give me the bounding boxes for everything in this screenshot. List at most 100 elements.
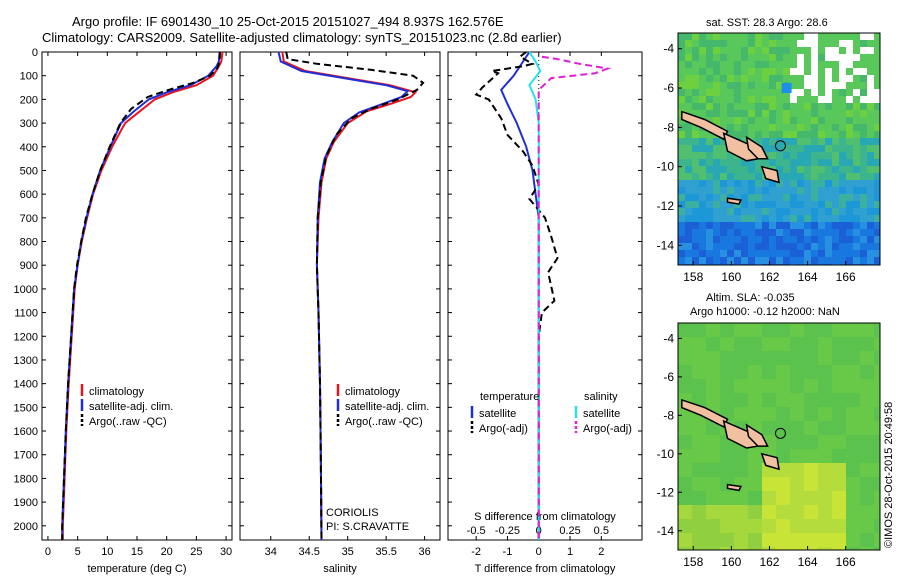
argo-position-marker	[774, 427, 786, 439]
y-tick-label: 100	[20, 71, 38, 83]
y-tick-label: 200	[20, 94, 38, 106]
x-axis-label: salinity	[323, 563, 357, 575]
y-tick-label: 1400	[14, 379, 38, 391]
annotation-pi: PI: S.CRAVATTE	[326, 521, 409, 533]
y-tick-label: 1100	[14, 308, 38, 320]
sla-map: 158 160 162 164 166 -4 -6 -8 -10 -12 -14	[657, 322, 881, 569]
x-tick-label: -1	[503, 546, 513, 558]
series-line-argo-raw-qc-	[61, 51, 222, 540]
s-axis-label: S difference from climatology	[474, 511, 616, 523]
sst-highlight-cell	[781, 83, 792, 94]
profile-panel-1: 0100200300400500600700800900100011001200…	[14, 47, 233, 575]
y-tick-label: 2000	[14, 521, 38, 533]
y-tick-label: -14	[657, 238, 675, 252]
island-shape	[745, 423, 769, 447]
y-tick-label: -4	[663, 331, 674, 345]
y-tick-label: 0	[32, 47, 38, 59]
y-tick-label: -12	[657, 199, 675, 213]
x-tick-label: 34.5	[299, 546, 320, 558]
y-tick-label: 800	[20, 237, 38, 249]
x-tick-label: 20	[161, 546, 173, 558]
x-tick-label: 35	[342, 546, 354, 558]
legend-label: satellite-adj. clim.	[89, 401, 173, 413]
x-tick-label: 5	[75, 546, 81, 558]
s-tick-label: -0.5	[467, 525, 486, 537]
legend-label: satellite	[479, 408, 516, 420]
legend-label: Argo(..raw -QC)	[345, 416, 423, 428]
x-tick-label: 164	[798, 555, 818, 569]
map-frame	[677, 322, 881, 551]
legend-label: climatology	[345, 386, 401, 398]
sst-map: 158 160 162 164 166 -4 -6 -8 -10 -12 -14	[657, 32, 881, 284]
x-tick-label: 0	[45, 546, 51, 558]
island-shape	[681, 398, 729, 428]
y-tick-label: 300	[20, 118, 38, 130]
x-axis-label: temperature (deg C)	[87, 563, 186, 575]
legend-header-temperature: temperature	[480, 391, 539, 403]
x-tick-label: 160	[721, 270, 741, 284]
y-tick-label: -12	[657, 485, 675, 499]
panel-frame	[447, 51, 643, 541]
y-tick-label: 1500	[14, 402, 38, 414]
x-tick-label: 164	[798, 270, 818, 284]
series-line-argo-raw-qc-	[285, 51, 425, 541]
s-tick-label: 0.25	[559, 525, 580, 537]
profile-panel-2: 34 34.5 35 35.5 36 salinity climatology satelli…	[239, 51, 441, 575]
sla-map-subtitle: Argo h1000: -0.12 h2000: NaN	[690, 306, 840, 318]
x-tick-label: 15	[131, 546, 143, 558]
x-axis-label: T difference from climatology	[475, 563, 616, 575]
y-tick-label: 1800	[14, 473, 38, 485]
y-tick-label: 1300	[14, 355, 38, 367]
x-tick-label: 162	[759, 555, 779, 569]
legend-label: Argo(-adj)	[479, 423, 528, 435]
figure-title-line1: Argo profile: IF 6901430_10 25-Oct-2015 …	[72, 14, 504, 29]
x-tick-label: 35.5	[375, 546, 396, 558]
x-tick-label: 25	[190, 546, 202, 558]
y-tick-label: 900	[20, 260, 38, 272]
legend-header-salinity: salinity	[584, 391, 618, 403]
map-frame	[677, 32, 881, 266]
legend-label: satellite-adj. clim.	[345, 401, 429, 413]
y-tick-label: -6	[663, 370, 674, 384]
argo-position-marker	[774, 140, 786, 152]
y-tick-label: 400	[20, 142, 38, 154]
x-tick-label: 160	[721, 555, 741, 569]
island-shape	[726, 197, 743, 205]
y-tick-label: -14	[657, 524, 675, 538]
island-shape	[681, 110, 729, 141]
x-tick-label: 158	[683, 270, 703, 284]
island-shape	[760, 452, 780, 471]
legend-label: Argo(-adj)	[583, 423, 632, 435]
y-tick-label: 1900	[14, 497, 38, 509]
x-tick-label: 166	[836, 270, 856, 284]
sst-map-title: sat. SST: 28.3 Argo: 28.6	[706, 17, 828, 29]
x-tick-label: 162	[759, 270, 779, 284]
legend-label: climatology	[89, 386, 145, 398]
profile-panel-3: -2 -1 0 1 2 T difference from climatology -0.5…	[447, 51, 643, 575]
y-tick-label: -10	[657, 160, 675, 174]
series-line-satellite	[528, 51, 542, 540]
y-tick-label: 700	[20, 213, 38, 225]
legend-label: satellite	[583, 408, 620, 420]
y-tick-label: -8	[663, 120, 674, 134]
y-tick-label: 1200	[14, 331, 38, 343]
x-tick-label: 2	[598, 546, 604, 558]
x-tick-label: 30	[220, 546, 232, 558]
annotation-coriolis: CORIOLIS	[326, 507, 379, 519]
y-tick-label: -6	[663, 81, 674, 95]
y-tick-label: -8	[663, 408, 674, 422]
x-tick-label: 34	[265, 546, 277, 558]
s-tick-label: -0.25	[495, 525, 520, 537]
panel-frame	[239, 51, 441, 541]
x-tick-label: 1	[567, 546, 573, 558]
island-shape	[722, 419, 760, 449]
y-tick-label: 500	[20, 165, 38, 177]
map-field	[678, 33, 880, 265]
map-field	[678, 323, 880, 550]
x-tick-label: 10	[101, 546, 113, 558]
y-tick-label: -4	[663, 42, 674, 56]
x-tick-label: -2	[471, 546, 481, 558]
island-shape	[726, 483, 743, 492]
sla-map-title: Altim. SLA: -0.035	[706, 292, 795, 304]
